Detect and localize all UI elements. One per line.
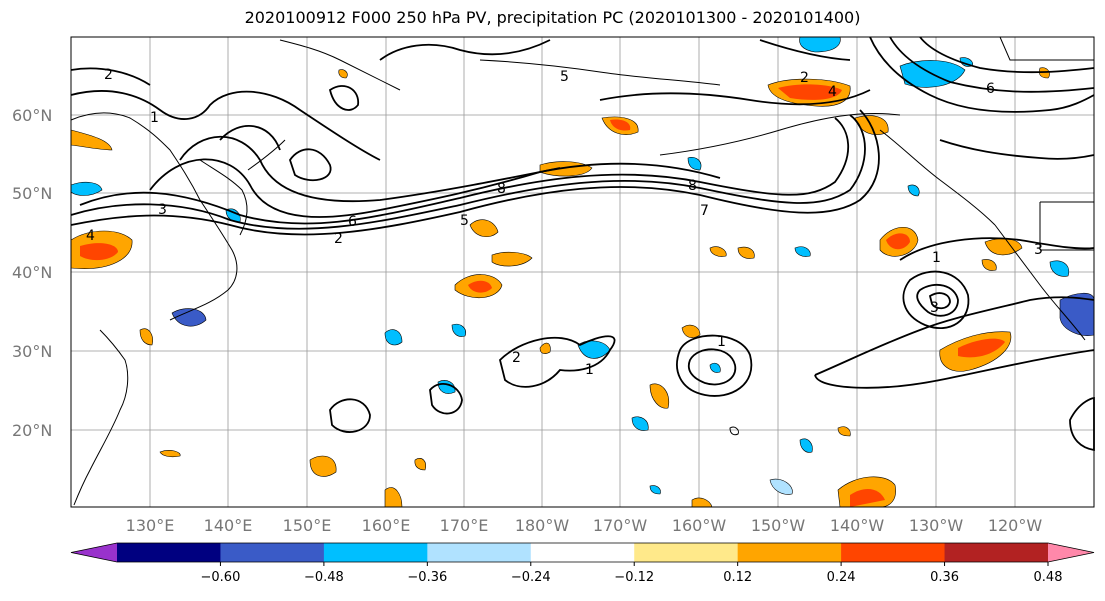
coastlines bbox=[70, 36, 1094, 506]
pv-label: 1 bbox=[585, 362, 594, 378]
latitude-labels: 60°N 50°N 40°N 30°N 20°N bbox=[12, 106, 52, 440]
lon-label: 150°W bbox=[751, 516, 806, 535]
pv-label: 2 bbox=[334, 231, 343, 247]
colorbar-outline bbox=[70, 542, 1095, 563]
pv-label: 8 bbox=[497, 181, 506, 197]
pv-label: 1 bbox=[717, 334, 726, 350]
pv-contours bbox=[70, 36, 1095, 452]
map-panel: 2 1 5 6 3 4 8 2 2 4 6 1 3 1 1 2 3 8 7 5 bbox=[70, 36, 1095, 508]
colorbar-tick-label: 0.36 bbox=[930, 570, 959, 585]
pv-label: 3 bbox=[1034, 242, 1043, 258]
pv-label: 4 bbox=[828, 84, 837, 100]
pv-label: 8 bbox=[688, 178, 697, 194]
pv-label: 5 bbox=[460, 213, 469, 229]
lon-label: 150°E bbox=[283, 516, 332, 535]
colorbar-segment bbox=[530, 543, 635, 562]
colorbar-tick-label: −0.24 bbox=[511, 570, 551, 585]
lon-label: 160°E bbox=[362, 516, 411, 535]
lon-label: 140°E bbox=[204, 516, 253, 535]
pv-label: 3 bbox=[930, 300, 939, 316]
lon-label: 170°W bbox=[593, 516, 648, 535]
lat-label: 30°N bbox=[12, 342, 52, 361]
lon-label: 160°W bbox=[672, 516, 727, 535]
colorbar-tick-label: 0.12 bbox=[723, 570, 752, 585]
pv-label: 5 bbox=[560, 69, 569, 85]
lon-label: 120°W bbox=[988, 516, 1043, 535]
pv-label: 2 bbox=[512, 350, 521, 366]
colorbar-segment bbox=[427, 543, 532, 562]
lon-label: 170°E bbox=[440, 516, 489, 535]
colorbar: −0.60 −0.48 −0.36 −0.24 −0.12 0.12 0.24 0.36 0.4… bbox=[70, 542, 1095, 585]
colorbar-segment bbox=[323, 543, 428, 562]
colorbar-extend-max bbox=[1048, 543, 1094, 562]
pv-label: 6 bbox=[348, 214, 357, 230]
lat-label: 20°N bbox=[12, 421, 52, 440]
colorbar-segment bbox=[117, 543, 221, 562]
map-title: 2020100912 F000 250 hPa PV, precipitatio… bbox=[244, 8, 861, 27]
colorbar-segment bbox=[220, 543, 325, 562]
colorbar-tick-label: −0.36 bbox=[407, 570, 447, 585]
pv-label: 1 bbox=[150, 110, 159, 126]
colorbar-segment bbox=[634, 543, 739, 562]
precip-shading bbox=[70, 36, 1095, 508]
colorbar-segment bbox=[841, 543, 946, 562]
colorbar-segment bbox=[737, 543, 842, 562]
graticule bbox=[71, 37, 1094, 507]
colorbar-tick-label: 0.48 bbox=[1034, 570, 1063, 585]
pv-label: 2 bbox=[800, 70, 809, 86]
lon-label: 130°W bbox=[909, 516, 964, 535]
pv-label: 1 bbox=[932, 250, 941, 266]
longitude-labels: 130°E 140°E 150°E 160°E 170°E 180°W 170°… bbox=[126, 516, 1043, 535]
pv-label: 4 bbox=[86, 228, 95, 244]
lon-label: 140°W bbox=[830, 516, 885, 535]
lon-label: 180°W bbox=[515, 516, 570, 535]
colorbar-tick-label: −0.48 bbox=[304, 570, 344, 585]
lat-label: 50°N bbox=[12, 184, 52, 203]
lat-label: 60°N bbox=[12, 106, 52, 125]
lon-label: 130°E bbox=[126, 516, 175, 535]
colorbar-tick-label: −0.12 bbox=[614, 570, 654, 585]
colorbar-segment bbox=[944, 543, 1049, 562]
colorbar-tick-label: −0.60 bbox=[201, 570, 241, 585]
pv-contour-labels: 2 1 5 6 3 4 8 2 2 4 6 1 3 1 1 2 3 8 7 5 bbox=[86, 67, 1043, 378]
pv-label: 6 bbox=[986, 81, 995, 97]
pv-label: 2 bbox=[104, 67, 113, 83]
pv-label: 7 bbox=[700, 203, 709, 219]
colorbar-extend-min bbox=[71, 543, 117, 562]
pv-label: 3 bbox=[158, 202, 167, 218]
colorbar-tick-label: 0.24 bbox=[827, 570, 856, 585]
lat-label: 40°N bbox=[12, 263, 52, 282]
